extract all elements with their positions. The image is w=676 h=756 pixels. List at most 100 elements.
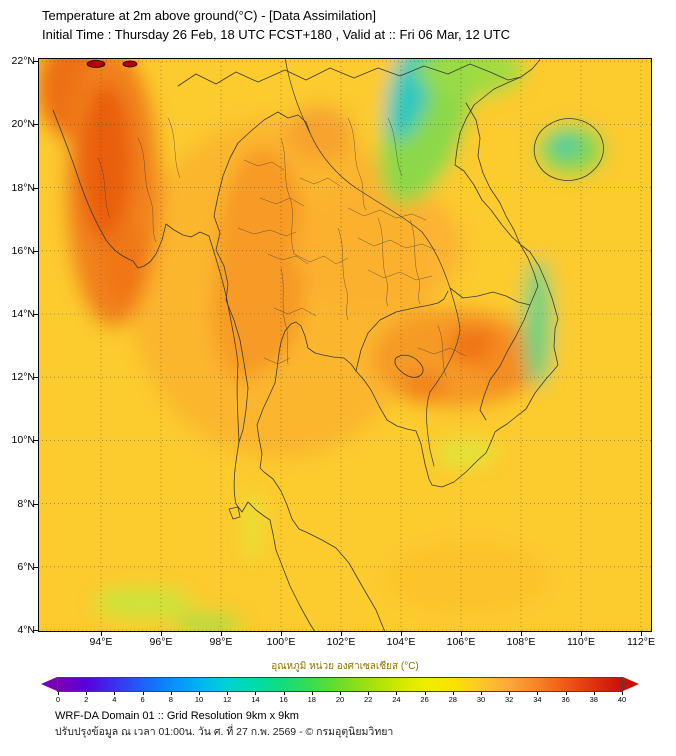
- lat-tick-mark: [33, 377, 38, 379]
- colorbar-tick-mark: [86, 692, 88, 695]
- lat-tick-label: 20°N: [11, 118, 35, 131]
- colorbar-tick-label: 20: [335, 695, 345, 704]
- colorbar-tick-mark: [227, 692, 229, 695]
- mekong-river: [284, 58, 461, 467]
- lat-tick-label: 12°N: [11, 371, 35, 384]
- laos-vietnam-border: [465, 102, 539, 306]
- colorbar-tick-label: 30: [476, 695, 486, 704]
- lat-tick-mark: [33, 124, 38, 126]
- colorbar-tick-label: 14: [251, 695, 260, 704]
- lon-tick-mark: [161, 632, 162, 636]
- myanmar-thailand-border: [213, 111, 279, 443]
- footer: WRF-DA Domain 01 :: Grid Resolution 9km …: [55, 708, 393, 740]
- lon-tick-label: 94°E: [89, 636, 113, 648]
- lat-tick-mark: [33, 440, 38, 442]
- lon-tick-label: 112°E: [627, 636, 655, 648]
- lat-tick-label: 22°N: [11, 55, 35, 68]
- lat-tick-mark: [33, 630, 38, 631]
- lon-tick-label: 104°E: [386, 636, 416, 648]
- colorbar-tick-label: 10: [194, 695, 204, 704]
- lon-tick-mark: [521, 632, 522, 636]
- colorbar-tick-mark: [565, 692, 567, 695]
- map-frame: [38, 58, 652, 632]
- colorbar-tick-label: 28: [448, 695, 457, 704]
- colorbar-tick-label: 26: [420, 695, 429, 704]
- colorbar-tick-mark: [170, 692, 172, 695]
- colorbar-tick-mark: [142, 692, 144, 695]
- footer-update-info: ปรับปรุงข้อมูล ณ เวลา 01:00น. วัน ศ. ที่…: [55, 726, 394, 738]
- colorbar-tick-label: 2: [84, 695, 89, 704]
- lon-tick-label: 98°E: [209, 636, 233, 648]
- lon-tick-mark: [641, 632, 642, 636]
- lon-tick-label: 100°E: [266, 636, 296, 648]
- colorbar-tick-label: 32: [505, 695, 514, 704]
- map-title: Temperature at 2m above ground(°C) - [Da…: [42, 8, 376, 23]
- colorbar-tick-mark: [396, 692, 398, 695]
- colorbar-tick-mark: [593, 692, 595, 695]
- longitude-axis: 94°E 96°E 98°E 100°E 102°E 104°E 106°E 108°E 110…: [0, 636, 676, 652]
- lon-tick-label: 96°E: [149, 636, 173, 648]
- temperature-field: [38, 58, 652, 632]
- colorbar-tick-mark: [114, 692, 116, 695]
- colorbar-tick-mark: [509, 692, 511, 695]
- colorbar-tick-mark: [368, 692, 370, 695]
- colorbar-tick-label: 18: [307, 695, 316, 704]
- colorbar-tick-mark: [424, 692, 426, 695]
- lat-tick-label: 4°N: [17, 624, 35, 636]
- lon-tick-mark: [281, 632, 282, 636]
- colorbar-tick-label: 12: [223, 695, 232, 704]
- china-border: [177, 63, 522, 87]
- colorbar-title: อุณหภูมิ หน่วย องศาเซลเซียส (°C): [271, 661, 419, 672]
- map-canvas: [38, 58, 652, 632]
- lat-tick-label: 16°N: [11, 244, 35, 257]
- lon-tick-label: 110°E: [567, 636, 595, 648]
- colorbar-tick-mark: [537, 692, 539, 695]
- lon-tick-label: 102°E: [326, 636, 356, 648]
- high-temp-contours: [86, 60, 138, 68]
- golden-triangle-border: [277, 111, 311, 134]
- lat-tick-mark: [33, 187, 38, 189]
- lon-tick-mark: [341, 632, 342, 636]
- colorbar-tick-mark: [340, 692, 341, 695]
- colorbar-gradient: [57, 677, 623, 692]
- coastline-west: [52, 109, 316, 632]
- laos-cambodia-border: [449, 287, 531, 306]
- coastline-east: [256, 58, 559, 632]
- colorbar-tick-mark: [452, 692, 454, 695]
- map-plot: [38, 58, 652, 632]
- colorbar-tick-label: 36: [561, 695, 570, 704]
- colorbar-tick-label: 22: [364, 695, 373, 704]
- colorbar-tick-label: 34: [533, 695, 542, 704]
- thailand-cambodia-border: [355, 290, 449, 372]
- colorbar-tick-mark: [622, 692, 623, 695]
- colorbar-right-arrow: [623, 677, 639, 691]
- lat-tick-mark: [33, 250, 38, 252]
- cambodia-vietnam-border: [479, 304, 531, 421]
- colorbar-tick-mark: [255, 692, 257, 695]
- colorbar-tick-label: 16: [279, 695, 288, 704]
- lon-tick-label: 108°E: [506, 636, 536, 648]
- lon-tick-mark: [401, 632, 402, 636]
- lat-tick-label: 6°N: [17, 560, 35, 573]
- lon-tick-mark: [101, 632, 102, 636]
- colorbar-tick-label: 6: [140, 695, 145, 704]
- colorbar-tick-label: 40: [617, 695, 627, 704]
- colorbar-tick-label: 0: [55, 695, 61, 704]
- lon-tick-mark: [221, 632, 222, 636]
- colorbar-tick-mark: [283, 692, 285, 695]
- colorbar-left-arrow: [41, 677, 57, 691]
- colorbar-tick-mark: [311, 692, 313, 695]
- lat-tick-mark: [33, 566, 38, 568]
- lat-tick-mark: [33, 314, 38, 315]
- lon-tick-label: 106°E: [446, 636, 476, 648]
- colorbar-tick-mark: [199, 692, 200, 695]
- footer-domain-info: WRF-DA Domain 01 :: Grid Resolution 9km …: [55, 710, 299, 722]
- lat-tick-label: 8°N: [17, 497, 35, 510]
- lat-tick-mark: [33, 503, 38, 505]
- latitude-axis: 22°N 20°N 18°N 16°N 14°N 12°N 10°N 8°N 6°N 4°N: [1, 0, 35, 700]
- lat-tick-label: 14°N: [11, 308, 35, 320]
- colorbar-tick-label: 38: [589, 695, 598, 704]
- lat-tick-mark: [33, 61, 38, 63]
- map-borders: [52, 58, 604, 632]
